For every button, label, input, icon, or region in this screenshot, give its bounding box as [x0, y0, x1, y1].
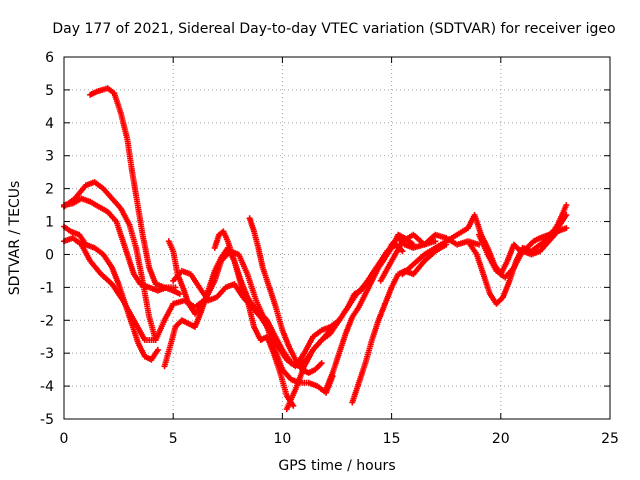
data-marks — [61, 85, 570, 413]
y-tick-label: -4 — [40, 379, 54, 395]
y-tick-label: 3 — [45, 149, 54, 165]
series-track-14 — [349, 241, 450, 406]
x-axis-label: GPS time / hours — [278, 458, 395, 474]
y-tick-label: 1 — [45, 215, 54, 231]
series-markers — [170, 267, 343, 370]
y-axis-label: SDTVAR / TECUs — [7, 181, 23, 296]
series-track-8 — [170, 267, 343, 370]
chart-title: Day 177 of 2021, Sidereal Day-to-day VTE… — [52, 21, 615, 37]
x-tick-label: 10 — [273, 431, 291, 447]
y-tick-label: -5 — [40, 412, 54, 428]
series-markers — [349, 241, 450, 406]
y-tick-label: -2 — [40, 313, 54, 329]
y-tick-label: -3 — [40, 346, 54, 362]
x-tick-label: 25 — [601, 431, 619, 447]
series-track-1 — [87, 85, 183, 297]
series-markers — [211, 228, 312, 370]
series-markers — [377, 231, 482, 284]
series-markers — [476, 225, 570, 281]
axis-ticks: -5 -4 -3 -2 -1 0 1 2 3 4 5 6 0 5 10 15 20 25 — [40, 50, 619, 447]
series-track-13 — [323, 235, 439, 393]
series-track-10 — [246, 215, 325, 376]
y-tick-label: 6 — [45, 50, 54, 66]
series-markers — [87, 85, 183, 297]
series-markers — [323, 235, 439, 393]
plot-frame — [63, 56, 611, 420]
y-tick-label: 0 — [45, 247, 54, 263]
x-tick-label: 5 — [169, 431, 178, 447]
series-track-9 — [211, 228, 312, 370]
series-markers — [246, 215, 325, 376]
series-track-18 — [476, 225, 570, 281]
x-tick-label: 0 — [60, 431, 69, 447]
y-tick-label: 2 — [45, 182, 54, 198]
y-tick-label: 5 — [45, 83, 54, 99]
y-tick-label: 4 — [45, 116, 54, 132]
x-tick-label: 15 — [383, 431, 401, 447]
x-tick-label: 20 — [492, 431, 510, 447]
y-tick-label: -1 — [40, 280, 54, 296]
series-track-15 — [377, 231, 482, 284]
